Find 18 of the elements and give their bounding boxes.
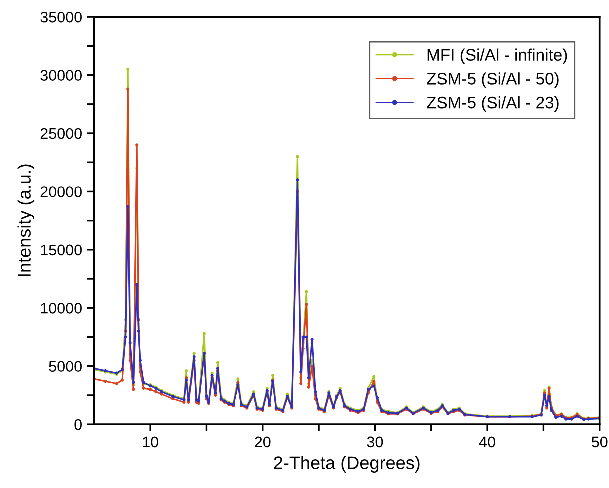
y-tick-label: 5000	[49, 361, 82, 372]
y-tick-label: 30000	[40, 70, 82, 81]
x-tick-label: 30	[367, 436, 384, 448]
legend-label: MFI (Si/Al - infinite)	[428, 48, 568, 64]
y-tick-label: 10000	[41, 303, 82, 314]
y-tick-label: 20000	[40, 186, 82, 198]
y-tick-label: 25000	[40, 128, 82, 140]
x-tick-label: 50	[592, 436, 608, 448]
x-tick-label: 40	[479, 436, 496, 448]
y-tick-label: 15000	[41, 244, 82, 256]
y-axis-title: Intensity (a.u.)	[18, 164, 35, 276]
legend-label: ZSM-5 (Si/Al - 50)	[427, 72, 559, 88]
x-axis-title: 2-Theta (Degrees)	[274, 456, 420, 473]
x-tick-label: 20	[255, 436, 271, 448]
legend-label: ZSM-5 (Si/Al - 23)	[427, 96, 559, 112]
x-tick-label: 10	[143, 436, 158, 448]
y-tick-label: 35000	[40, 12, 82, 23]
y-tick-label: 0	[74, 419, 82, 430]
